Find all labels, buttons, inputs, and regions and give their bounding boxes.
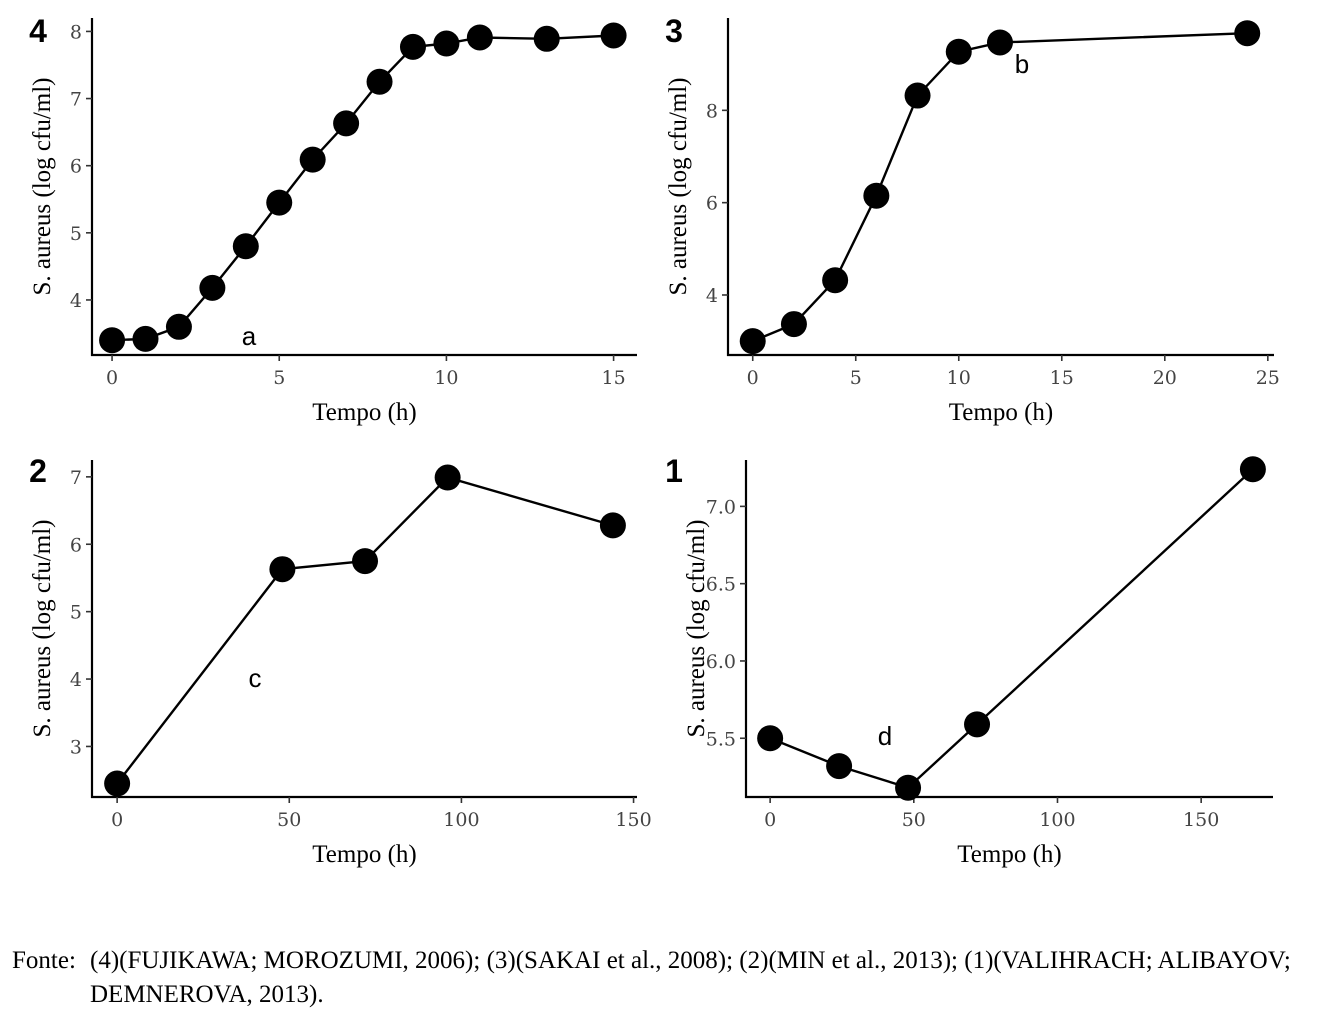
data-point [895, 774, 922, 801]
data-point [99, 327, 126, 354]
panel-number: 4 [29, 13, 47, 49]
y-tick-label: 7 [70, 467, 82, 489]
x-tick-label: 5 [850, 367, 862, 389]
y-tick-label: 4 [70, 669, 82, 691]
figure-caption: Fonte: (4)(FUJIKAWA; MOROZUMI, 2006); (3… [12, 944, 1312, 1012]
data-point [822, 267, 849, 294]
x-axis-title: Tempo (h) [957, 841, 1061, 868]
y-tick-label: 8 [706, 100, 718, 122]
y-tick-label: 5.5 [706, 728, 736, 750]
panel-annotation: b [1015, 49, 1029, 79]
data-point [232, 233, 259, 260]
x-tick-label: 100 [1039, 809, 1075, 831]
y-tick-label: 6 [70, 156, 82, 178]
panel-number: 3 [665, 13, 683, 49]
x-tick-label: 5 [273, 367, 285, 389]
x-tick-label: 0 [747, 367, 759, 389]
y-axis-title: S. aureus (log cfu/ml) [665, 77, 692, 295]
x-tick-label: 0 [764, 809, 776, 831]
data-point [533, 25, 560, 52]
caption-text: (4)(FUJIKAWA; MOROZUMI, 2006); (3)(SAKAI… [90, 947, 1291, 1008]
y-tick-label: 5 [70, 223, 82, 245]
panel-annotation: c [249, 663, 262, 693]
x-tick-label: 15 [1050, 367, 1074, 389]
data-point [1239, 456, 1266, 483]
y-tick-label: 7.0 [706, 496, 736, 518]
y-tick-label: 6 [70, 534, 82, 556]
data-point [104, 770, 131, 797]
chart-panel-1: 0 50 100 150 5.5 6.0 6.5 7.0 Tempo (h) S. aureus … [665, 453, 1273, 868]
x-tick-label: 150 [1183, 809, 1219, 831]
data-point [366, 68, 393, 95]
panel-number: 1 [665, 453, 683, 489]
chart-panel-3: 0 5 10 15 20 25 4 6 8 Tempo (h) S. aureus (log cfu… [665, 13, 1280, 426]
data-point [780, 311, 807, 338]
chart-panel-4: 0 5 10 15 4 5 6 7 8 Tempo (h) S. aureus (log cfu/m… [29, 13, 637, 426]
x-axis-title: Tempo (h) [312, 841, 416, 868]
y-axis-title: S. aureus (log cfu/ml) [29, 519, 56, 737]
x-axis-title: Tempo (h) [312, 399, 416, 426]
x-tick-label: 50 [277, 809, 301, 831]
y-tick-label: 7 [70, 89, 82, 111]
caption-label: Fonte: [12, 947, 76, 974]
x-tick-label: 150 [615, 809, 651, 831]
x-axis-title: Tempo (h) [949, 399, 1053, 426]
series-line [769, 468, 1254, 790]
y-tick-label: 4 [70, 290, 82, 312]
data-point [986, 29, 1013, 56]
data-point [466, 24, 493, 51]
data-point [964, 711, 991, 738]
data-point [904, 82, 931, 109]
data-point [433, 30, 460, 57]
data-point [399, 33, 426, 60]
x-tick-label: 0 [106, 367, 118, 389]
data-point [199, 274, 226, 301]
x-tick-label: 20 [1153, 367, 1177, 389]
panel-number: 2 [29, 453, 47, 489]
panel-annotation: a [242, 321, 257, 351]
y-tick-label: 5 [70, 602, 82, 624]
data-point [600, 22, 627, 49]
x-tick-label: 15 [602, 367, 626, 389]
series-line [752, 32, 1248, 343]
data-point [739, 328, 766, 355]
data-point [269, 556, 296, 583]
y-tick-label: 6 [706, 193, 718, 215]
y-tick-label: 6.5 [706, 574, 736, 596]
x-tick-label: 50 [902, 809, 926, 831]
y-tick-label: 6.0 [706, 651, 736, 673]
x-tick-label: 10 [434, 367, 458, 389]
panel-annotation: d [878, 721, 892, 751]
data-point [945, 38, 972, 65]
data-point [826, 753, 853, 780]
x-tick-label: 10 [947, 367, 971, 389]
data-point [266, 189, 293, 216]
y-axis-title: S. aureus (log cfu/ml) [683, 519, 710, 737]
x-tick-label: 25 [1256, 367, 1280, 389]
y-tick-label: 8 [70, 21, 82, 43]
x-tick-label: 100 [443, 809, 479, 831]
data-point [599, 512, 626, 539]
data-point [434, 464, 461, 491]
data-point [352, 548, 379, 575]
y-tick-label: 4 [706, 285, 718, 307]
x-tick-label: 0 [111, 809, 123, 831]
series-line [116, 476, 614, 785]
data-point [299, 146, 326, 173]
data-point [165, 313, 192, 340]
data-point [333, 110, 360, 137]
chart-panel-2: 0 50 100 150 3 4 5 6 7 Tempo (h) S. aureus (log cf… [29, 453, 652, 868]
y-tick-label: 3 [70, 736, 82, 758]
series-line [112, 34, 614, 342]
data-point [1234, 20, 1261, 47]
y-axis-title: S. aureus (log cfu/ml) [29, 77, 56, 295]
data-point [863, 182, 890, 209]
data-point [132, 325, 159, 352]
data-point [757, 725, 784, 752]
